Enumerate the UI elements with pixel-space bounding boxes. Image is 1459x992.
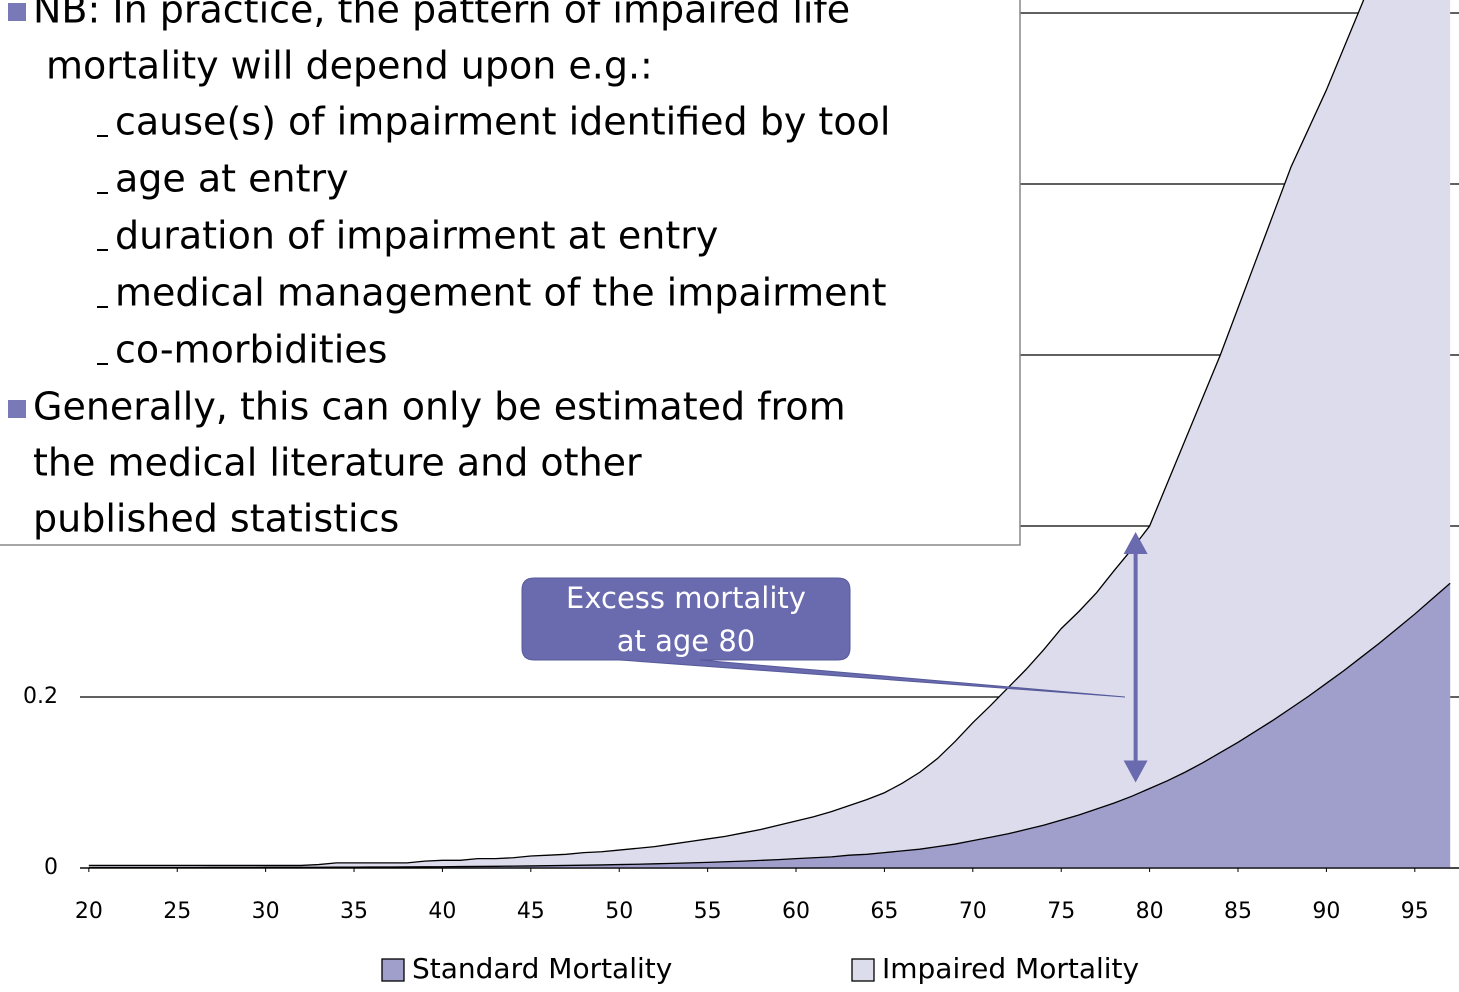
callout-text: at age 80: [617, 624, 756, 658]
y-tick-label: 0: [44, 855, 58, 880]
text-box-frame: [0, 0, 1021, 546]
bullet: [8, 400, 26, 418]
x-tick-label: 90: [1312, 899, 1340, 924]
x-tick-label: 35: [340, 899, 368, 924]
legend-label: Impaired Mortality: [882, 952, 1139, 985]
legend-label: Standard Mortality: [412, 952, 672, 985]
x-tick-label: 30: [252, 899, 280, 924]
x-tick-label: 80: [1136, 899, 1164, 924]
sub-bullet-text: medical management of the impairment: [115, 271, 887, 315]
x-tick-label: 50: [605, 899, 633, 924]
area-line: [88, 582, 1451, 869]
arrow-head: [1123, 760, 1148, 783]
legend-swatch: [381, 958, 405, 982]
legend-swatch: [851, 958, 875, 982]
annotation: Excess mortality at age 80: [521, 532, 1148, 783]
area-fill: [88, 0, 1451, 868]
bullet-text: published statistics: [33, 497, 399, 541]
x-tick-label: 40: [428, 899, 456, 924]
area-fill: [88, 583, 1451, 868]
y-tick-label: 0.2: [23, 684, 58, 709]
bullet: [8, 3, 26, 21]
text-box: NB: In practice, the pattern of impaired…: [0, 0, 1021, 546]
arrow-head: [1123, 532, 1148, 554]
callout-text: Excess mortality: [566, 581, 806, 615]
x-tick-label: 60: [782, 899, 810, 924]
sub-bullet-text: duration of impairment at entry: [115, 214, 718, 258]
legend: Standard Mortality Impaired Mortality: [381, 952, 1139, 985]
bullet-text: NB: In practice, the pattern of impaired…: [33, 0, 850, 32]
area-line: [88, 0, 1365, 867]
x-tick-label: 75: [1047, 899, 1075, 924]
sub-bullet-text: co-morbidities: [115, 328, 387, 372]
bullet-text: Generally, this can only be estimated fr…: [33, 385, 846, 429]
callout: [521, 577, 1126, 698]
x-tick-label: 95: [1401, 899, 1429, 924]
bullet-text: mortality will depend upon e.g.:: [46, 44, 653, 88]
x-tick-label: 25: [163, 899, 191, 924]
x-tick-label: 70: [959, 899, 987, 924]
x-tick-label: 55: [694, 899, 722, 924]
x-tick-label: 45: [517, 899, 545, 924]
sub-bullet-text: age at entry: [115, 157, 349, 201]
sub-bullet-text: cause(s) of impairment identified by too…: [115, 100, 890, 144]
x-tick-label: 20: [75, 899, 103, 924]
x-tick-label: 65: [870, 899, 898, 924]
x-tick-label: 85: [1224, 899, 1252, 924]
bullet-text: the medical literature and other: [33, 441, 642, 485]
